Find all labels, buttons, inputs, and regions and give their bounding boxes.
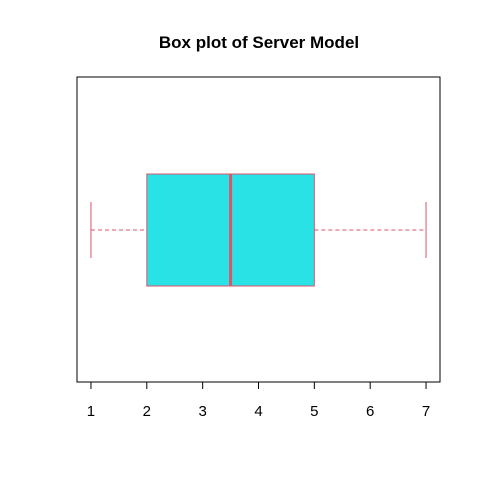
- chart-title: Box plot of Server Model: [159, 33, 359, 52]
- box-plot: [90, 173, 427, 287]
- x-tick-label-4: 4: [254, 403, 262, 420]
- x-tick-label-3: 3: [198, 403, 206, 420]
- x-axis: 1 2 3 4 5 6 7: [87, 381, 430, 420]
- x-tick-label-2: 2: [143, 403, 151, 420]
- x-tick-label-7: 7: [422, 403, 430, 420]
- x-tick-label-1: 1: [87, 403, 95, 420]
- x-tick-label-6: 6: [366, 403, 374, 420]
- x-tick-label-5: 5: [310, 403, 318, 420]
